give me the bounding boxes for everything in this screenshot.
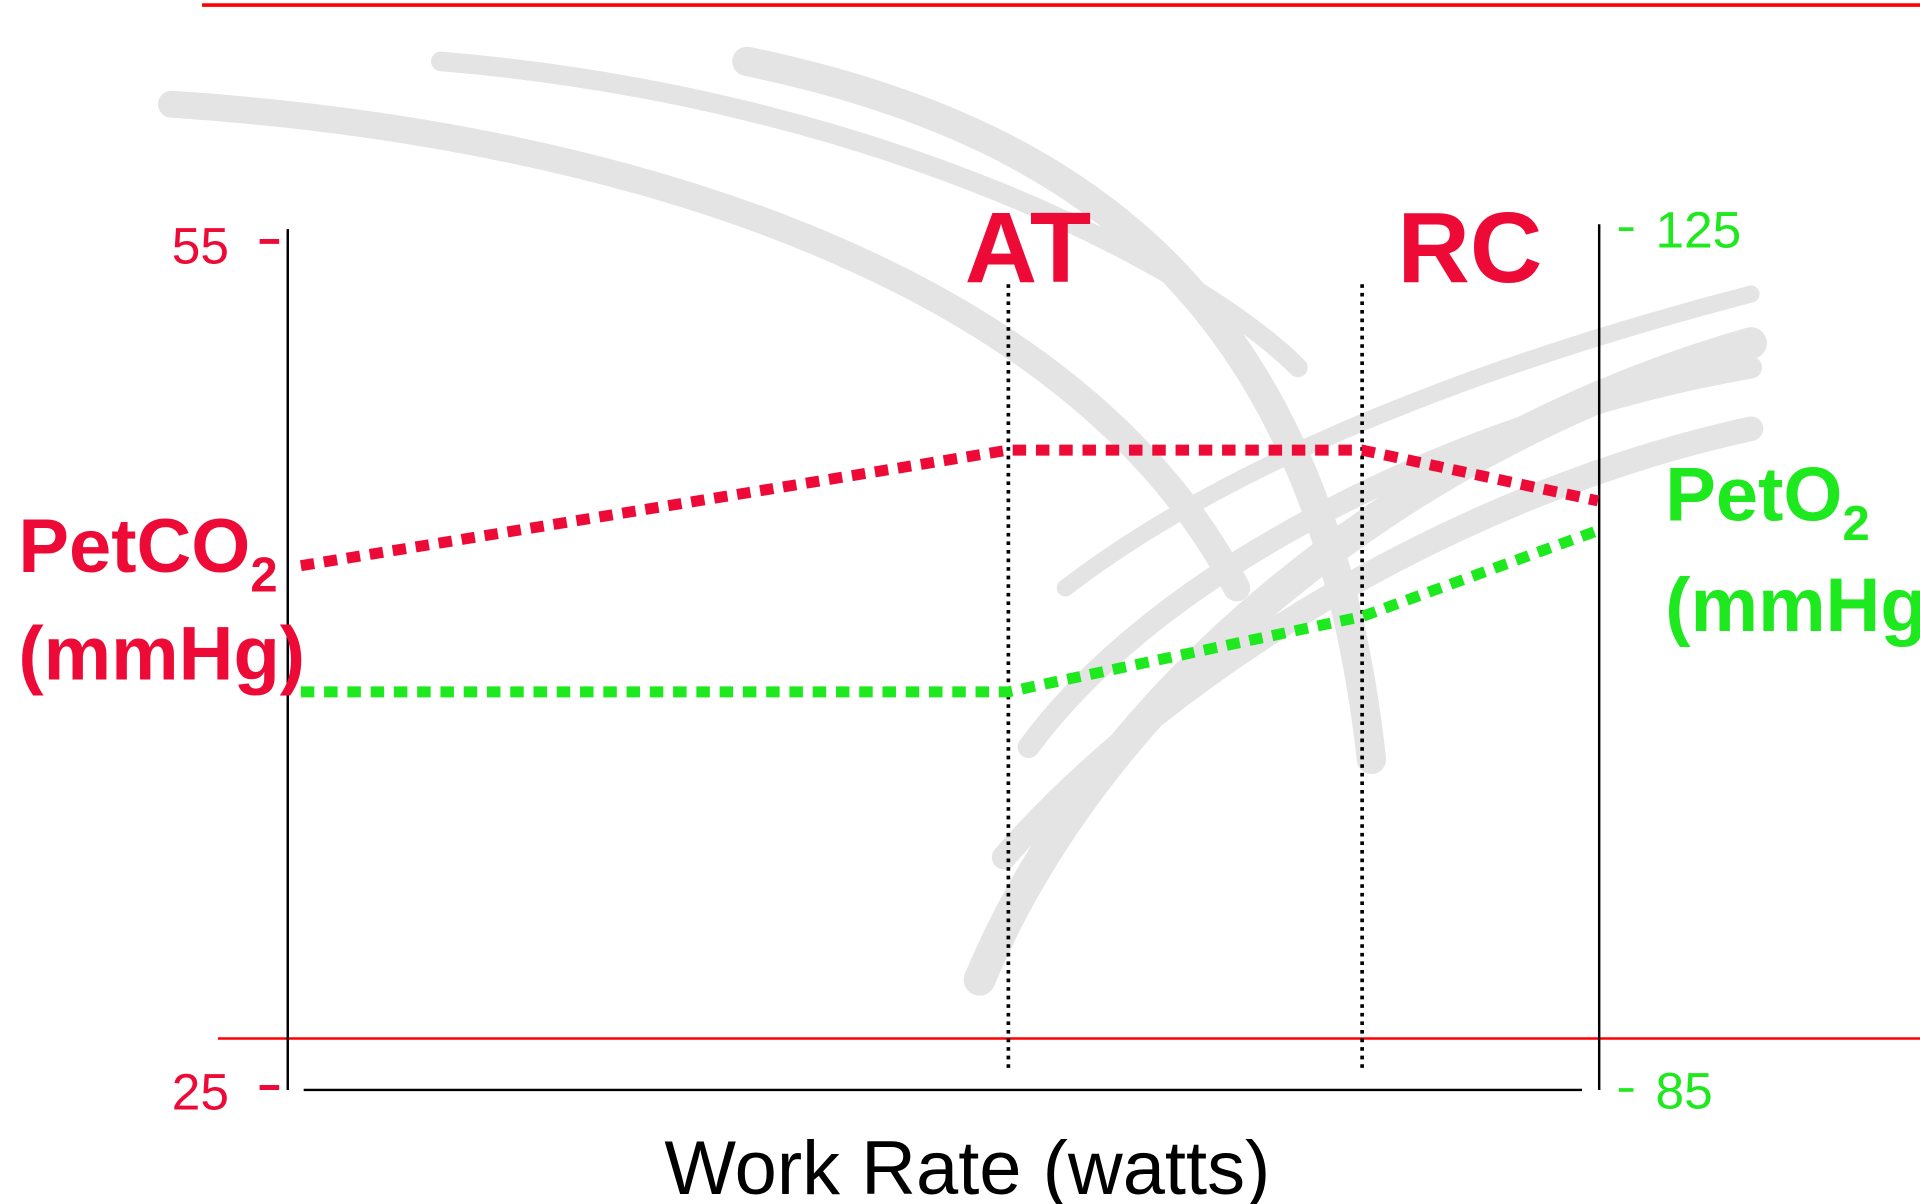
label-sub: 2	[250, 549, 277, 603]
threshold-label: RC	[1397, 192, 1542, 304]
chart: Work Rate (watts) PetCO2 (mmHg) PetO2 (m…	[0, 0, 1920, 1204]
label-sub: 2	[1842, 497, 1869, 551]
y2-tick-label: 125	[1656, 201, 1742, 259]
threshold-label: AT	[965, 192, 1091, 304]
y-tick-label: 55	[172, 216, 229, 274]
y2-axis-unit: (mmHg)	[1665, 563, 1920, 648]
y-axis-label: PetCO2	[18, 504, 277, 603]
y2-tick-label: 85	[1656, 1061, 1713, 1119]
page: Work Rate (watts) PetCO2 (mmHg) PetO2 (m…	[0, 0, 1920, 1204]
y2-axis-label: PetO2	[1665, 453, 1869, 552]
y-axis-unit: (mmHg)	[18, 612, 305, 697]
x-axis-label: Work Rate (watts)	[664, 1126, 1270, 1204]
label-text: PetO	[1665, 453, 1842, 538]
label-text: PetCO	[18, 504, 250, 589]
y-tick-label: 25	[172, 1063, 229, 1121]
